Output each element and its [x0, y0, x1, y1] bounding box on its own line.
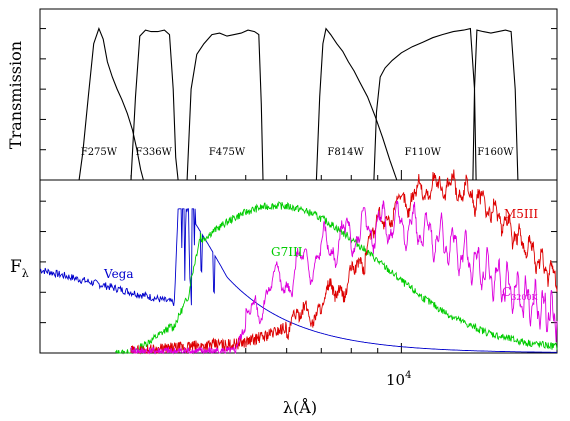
vega-label: Vega	[103, 267, 134, 281]
c3200k-label-main: C	[502, 285, 511, 299]
filter-label-f475w: F475W	[209, 147, 246, 158]
g7iii-label: G7III	[271, 245, 303, 259]
m5iii-label: M5III	[504, 207, 538, 221]
bottom-ylabel-main: F	[10, 257, 22, 277]
c3200k-label: C3200K	[502, 285, 539, 302]
filter-curve-f275w	[78, 27, 144, 181]
spectrum-c3200k	[130, 200, 558, 355]
filter-curves	[78, 27, 519, 181]
filter-label-f160w: F160W	[477, 147, 514, 158]
spectra	[39, 169, 558, 355]
x-axis-label: λ(Å)	[283, 397, 317, 417]
filter-curve-f475w	[186, 29, 264, 181]
bottom-panel-frame	[39, 179, 558, 354]
bottom-ylabel-sub: λ	[22, 267, 29, 280]
filter-label-f336w: F336W	[136, 147, 173, 158]
filter-curve-f336w	[130, 29, 179, 181]
x-tick-exponent: 4	[405, 370, 411, 381]
bottom-ylabel: Fλ	[10, 257, 29, 280]
x-tick-label-10k: 104	[386, 370, 411, 389]
top-ylabel: Transmission	[6, 41, 25, 149]
filter-label-f275w: F275W	[81, 147, 118, 158]
filter-label-f814w: F814W	[327, 147, 364, 158]
top-panel-ticks	[39, 28, 558, 180]
x-tick-base: 10	[386, 371, 405, 389]
spectrum-g7iii	[115, 200, 558, 355]
filter-curve-f160w	[472, 29, 519, 181]
filter-labels: F275W F336W F475W F814W F110W F160W	[81, 147, 514, 158]
filter-label-f110w: F110W	[405, 147, 442, 158]
filter-curve-f814w	[315, 27, 398, 181]
c3200k-label-sub: 3200K	[511, 293, 538, 302]
spectrum-vega	[39, 208, 557, 353]
spectrum-m5iii	[130, 169, 558, 355]
filter-curve-f110w	[373, 27, 477, 181]
